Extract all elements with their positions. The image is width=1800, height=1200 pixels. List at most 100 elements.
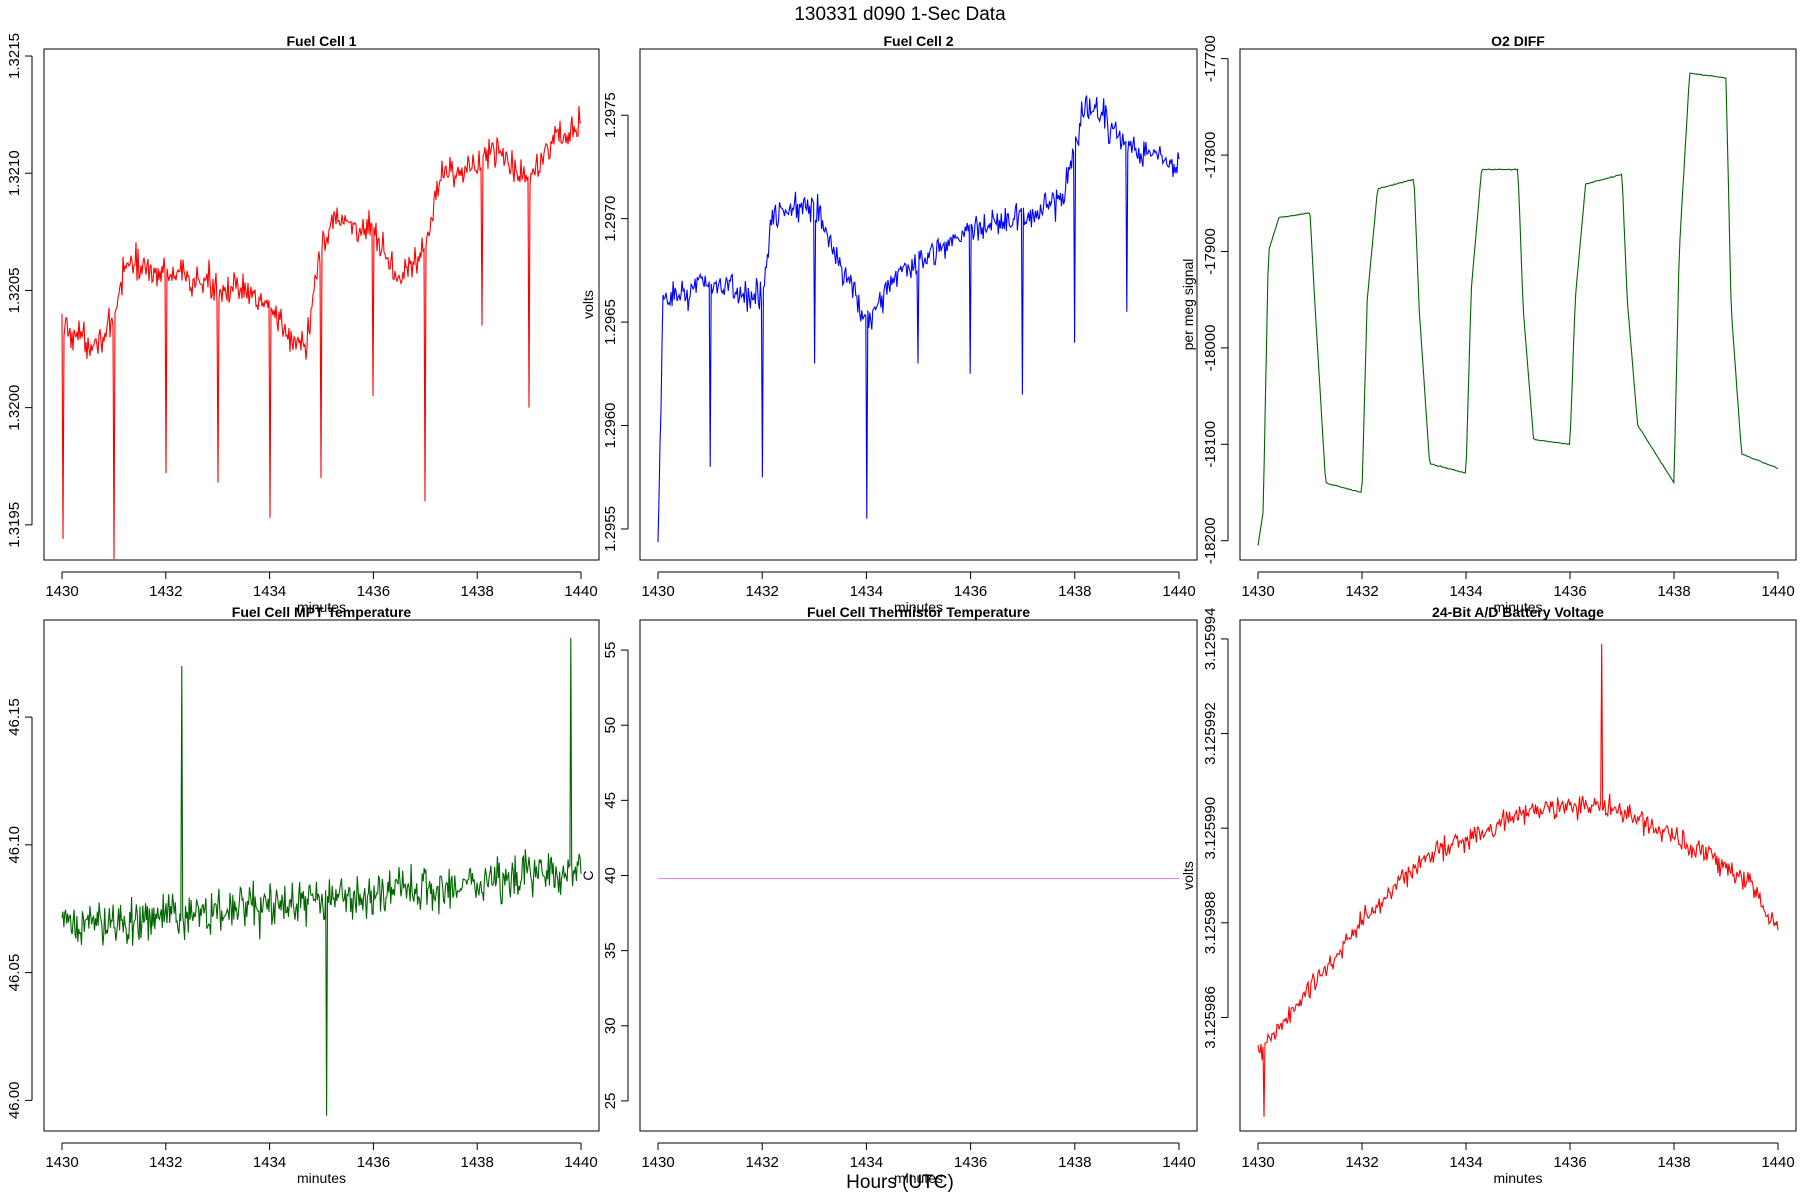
- y-tick-label: 1.3205: [6, 267, 23, 313]
- footer-axis-label: Hours (UTC): [846, 1172, 954, 1193]
- y-tick-label: 46.15: [6, 698, 23, 736]
- x-axis-label: minutes: [297, 1170, 346, 1186]
- x-tick-label: 1436: [1553, 583, 1586, 600]
- chart-title: 24-Bit A/D Battery Voltage: [1432, 604, 1604, 620]
- x-tick-label: 1430: [45, 1154, 78, 1171]
- y-tick-label: 1.2970: [602, 196, 619, 242]
- chart-panel-fuel-cell-thermistor-temperature: Fuel Cell Thermistor Temperature 1430 1432…: [580, 604, 1198, 1186]
- y-tick-label: 1.3215: [6, 33, 23, 79]
- series-line-fuel-cell-1: [61, 105, 582, 560]
- plot-frame: [43, 619, 600, 1132]
- chart-title: Fuel Cell 1: [286, 33, 356, 49]
- y-tick-label: -18200: [1202, 517, 1219, 564]
- chart-title: O2 DIFF: [1491, 33, 1545, 49]
- x-tick-label: 1436: [1553, 1154, 1586, 1171]
- plot-frame: [1239, 48, 1797, 561]
- y-tick-label: 3.125988: [1202, 892, 1219, 955]
- x-tick-label: 1438: [1657, 583, 1690, 600]
- x-tick-label: 1436: [954, 1154, 987, 1171]
- y-tick-label: 46.10: [6, 826, 23, 864]
- y-tick-label: 1.3210: [6, 150, 23, 196]
- x-tick-label: 1438: [461, 1154, 494, 1171]
- y-tick-label: 50: [602, 717, 619, 734]
- x-tick-label: 1440: [564, 1154, 597, 1171]
- x-tick-label: 1430: [1241, 583, 1274, 600]
- x-tick-label: 1438: [1058, 583, 1091, 600]
- y-tick-label: 1.2975: [602, 92, 619, 138]
- chart-panel-o2-diff: O2 DIFF 1430 1432 1434 1436 1438 1440 minutes -1…: [1180, 33, 1797, 615]
- page-title: 130331 d090 1-Sec Data: [794, 4, 1006, 25]
- y-axis-label: per meg signal: [1180, 259, 1196, 351]
- chart-title: Fuel Cell 2: [883, 33, 953, 49]
- x-tick-label: 1432: [746, 1154, 779, 1171]
- y-tick-label: 45: [602, 792, 619, 809]
- x-tick-label: 1434: [253, 1154, 286, 1171]
- y-tick-label: 1.2955: [602, 506, 619, 552]
- series-line-fuel-cell-2: [657, 95, 1180, 543]
- x-tick-label: 1440: [564, 583, 597, 600]
- y-tick-label: 30: [602, 1017, 619, 1034]
- y-tick-label: -17800: [1202, 132, 1219, 179]
- y-tick-label: 1.2960: [602, 403, 619, 449]
- x-tick-label: 1432: [1345, 1154, 1378, 1171]
- y-tick-label: 1.3195: [6, 502, 23, 548]
- x-tick-label: 1440: [1761, 1154, 1794, 1171]
- y-tick-label: -18000: [1202, 325, 1219, 372]
- y-tick-label: 40: [602, 867, 619, 884]
- x-tick-label: 1438: [461, 583, 494, 600]
- x-tick-label: 1434: [1449, 1154, 1482, 1171]
- x-tick-label: 1432: [1345, 583, 1378, 600]
- x-tick-label: 1434: [850, 583, 883, 600]
- y-tick-label: 46.00: [6, 1082, 23, 1120]
- x-axis-label: minutes: [297, 599, 346, 615]
- plot-frame: [43, 48, 600, 561]
- chart-title: Fuel Cell MPT Temperature: [232, 604, 412, 620]
- y-tick-label: 3.125992: [1202, 702, 1219, 765]
- x-axis-label: minutes: [894, 599, 943, 615]
- y-tick-label: 3.125990: [1202, 797, 1219, 860]
- x-tick-label: 1438: [1657, 1154, 1690, 1171]
- plot-frame: [639, 619, 1198, 1132]
- x-tick-label: 1430: [641, 1154, 674, 1171]
- y-tick-label: 35: [602, 942, 619, 959]
- series-line-o2-diff: [1257, 72, 1779, 546]
- y-tick-label: 1.3200: [6, 385, 23, 431]
- y-tick-label: 3.125986: [1202, 986, 1219, 1049]
- x-axis-label: minutes: [1493, 599, 1542, 615]
- x-tick-label: 1440: [1162, 1154, 1195, 1171]
- x-tick-label: 1436: [357, 1154, 390, 1171]
- chart-title: Fuel Cell Thermistor Temperature: [807, 604, 1030, 620]
- y-tick-label: 55: [602, 642, 619, 659]
- x-tick-label: 1432: [746, 583, 779, 600]
- chart-panel-fuel-cell-mpt-temperature: Fuel Cell MPT Temperature 1430 1432 1434 143…: [6, 604, 600, 1186]
- x-tick-label: 1440: [1162, 583, 1195, 600]
- y-axis-label: C: [580, 870, 596, 880]
- x-tick-label: 1434: [253, 583, 286, 600]
- y-tick-label: -18100: [1202, 421, 1219, 468]
- x-tick-label: 1430: [641, 583, 674, 600]
- series-line-24-bit-a-d-battery-voltage: [1257, 643, 1779, 1117]
- chart-panel-fuel-cell-1: Fuel Cell 1 1430 1432 1434 1436 1438 1440 minut…: [6, 33, 600, 615]
- x-tick-label: 1430: [1241, 1154, 1274, 1171]
- y-tick-label: 3.125994: [1202, 608, 1219, 671]
- chart-panel-fuel-cell-2: Fuel Cell 2 1430 1432 1434 1436 1438 1440 minut…: [580, 33, 1198, 615]
- x-tick-label: 1434: [1449, 583, 1482, 600]
- x-tick-label: 1436: [954, 583, 987, 600]
- y-tick-label: 25: [602, 1093, 619, 1110]
- x-axis-label: minutes: [1493, 1170, 1542, 1186]
- x-tick-label: 1432: [149, 1154, 182, 1171]
- x-tick-label: 1438: [1058, 1154, 1091, 1171]
- y-axis-label: volts: [1180, 861, 1196, 890]
- y-tick-label: -17700: [1202, 35, 1219, 82]
- x-tick-label: 1432: [149, 583, 182, 600]
- y-tick-label: 46.05: [6, 954, 23, 992]
- x-tick-label: 1430: [45, 583, 78, 600]
- plot-frame: [1239, 619, 1797, 1132]
- chart-grid: Fuel Cell 1 1430 1432 1434 1436 1438 1440 minut…: [6, 33, 1797, 1186]
- plot-frame: [639, 48, 1198, 561]
- x-tick-label: 1436: [357, 583, 390, 600]
- y-tick-label: -17900: [1202, 228, 1219, 275]
- series-line-fuel-cell-mpt-temperature: [61, 637, 582, 1116]
- x-tick-label: 1440: [1761, 583, 1794, 600]
